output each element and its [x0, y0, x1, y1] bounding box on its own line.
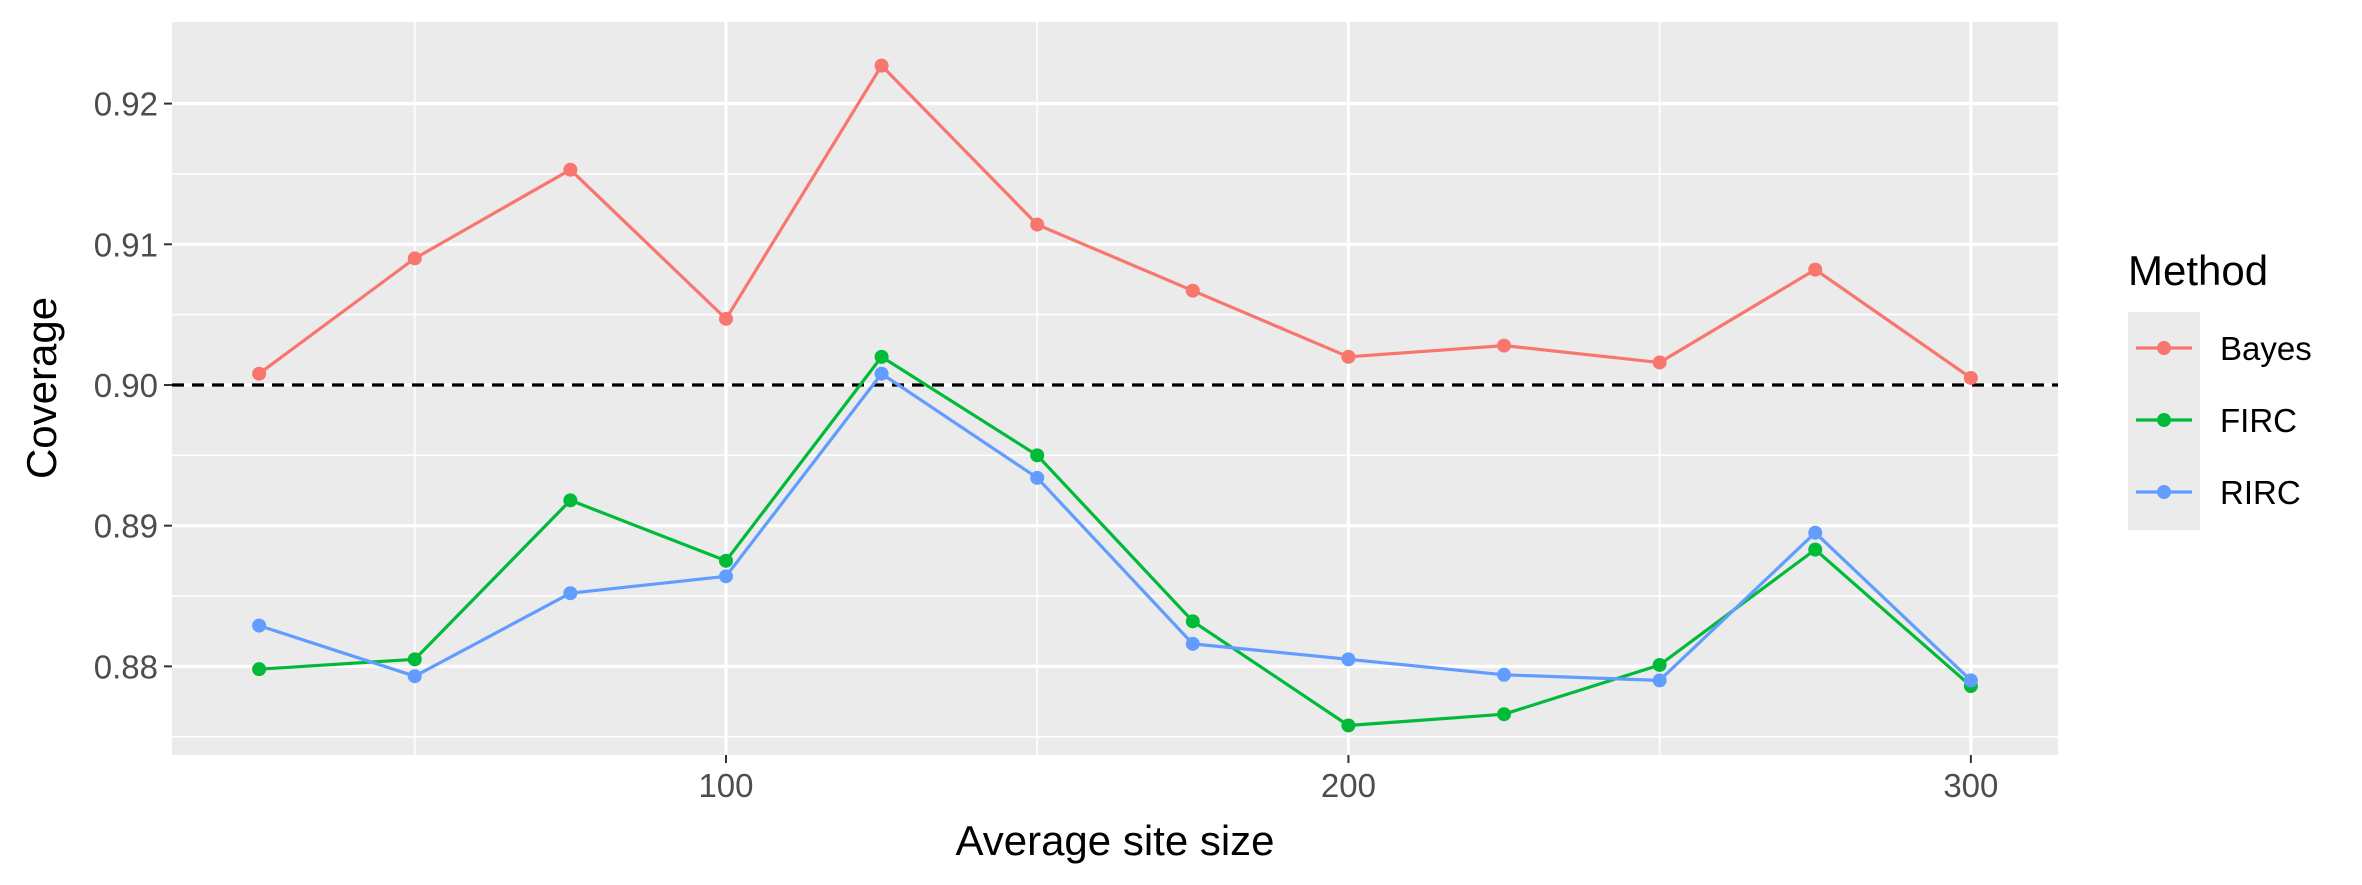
data-point-rirc	[407, 669, 422, 684]
data-point-firc	[1185, 614, 1200, 629]
data-point-bayes	[718, 311, 733, 326]
data-point-firc	[1652, 657, 1667, 672]
data-point-bayes	[1030, 217, 1045, 232]
series-bayes	[252, 58, 1978, 385]
data-point-firc	[718, 553, 733, 568]
data-point-rirc	[1341, 652, 1356, 667]
data-point-bayes	[252, 366, 267, 381]
data-point-firc	[1808, 542, 1823, 557]
data-point-bayes	[1341, 349, 1356, 364]
data-point-bayes	[1808, 262, 1823, 277]
x-tick-label: 300	[1943, 767, 1998, 804]
data-point-rirc	[1030, 470, 1045, 485]
legend-key-point-firc	[2157, 413, 2171, 427]
x-axis-ticks: 100 200 300	[698, 755, 1998, 804]
minor-gridlines	[172, 22, 2058, 755]
data-point-rirc	[718, 569, 733, 584]
y-tick-label: 0.88	[94, 648, 158, 685]
legend-title: Method	[2128, 247, 2268, 294]
data-point-bayes	[1497, 338, 1512, 353]
data-point-firc	[874, 349, 889, 364]
legend-key-point-rirc	[2157, 485, 2171, 499]
data-point-rirc	[1652, 673, 1667, 688]
y-axis-ticks: 0.88 0.89 0.90 0.91 0.92	[94, 86, 172, 685]
y-axis-title: Coverage	[18, 297, 65, 479]
series-rirc	[252, 366, 1978, 688]
legend-label-firc: FIRC	[2220, 402, 2297, 439]
legend: Method Bayes FIRC RIRC	[2128, 247, 2312, 530]
data-point-rirc	[252, 618, 267, 633]
data-point-firc	[1030, 448, 1045, 463]
legend-label-bayes: Bayes	[2220, 330, 2312, 367]
data-point-bayes	[874, 58, 889, 73]
y-tick-label: 0.89	[94, 508, 158, 545]
data-point-rirc	[874, 366, 889, 381]
y-tick-label: 0.92	[94, 86, 158, 123]
data-point-rirc	[1963, 673, 1978, 688]
data-point-bayes	[1652, 355, 1667, 370]
data-point-rirc	[563, 586, 578, 601]
x-axis-title: Average site size	[955, 817, 1274, 864]
series-group	[252, 58, 1978, 733]
data-point-firc	[252, 662, 267, 677]
data-point-bayes	[407, 251, 422, 266]
series-line-firc	[258, 355, 1972, 728]
data-point-bayes	[1185, 283, 1200, 298]
y-tick-label: 0.90	[94, 367, 158, 404]
data-point-bayes	[563, 162, 578, 177]
data-point-firc	[1497, 707, 1512, 722]
data-point-bayes	[1963, 370, 1978, 385]
data-point-rirc	[1808, 525, 1823, 540]
x-tick-label: 200	[1321, 767, 1376, 804]
data-point-firc	[407, 652, 422, 667]
legend-label-rirc: RIRC	[2220, 474, 2301, 511]
series-firc	[252, 349, 1978, 733]
legend-key-point-bayes	[2157, 341, 2171, 355]
series-line-rirc	[258, 372, 1973, 683]
data-point-firc	[1341, 718, 1356, 733]
data-point-rirc	[1185, 636, 1200, 651]
plot-panel	[172, 22, 2058, 755]
data-point-rirc	[1497, 667, 1512, 682]
x-tick-label: 100	[698, 767, 753, 804]
y-tick-label: 0.91	[94, 226, 158, 263]
data-point-firc	[563, 493, 578, 508]
series-line-bayes	[258, 63, 1972, 380]
